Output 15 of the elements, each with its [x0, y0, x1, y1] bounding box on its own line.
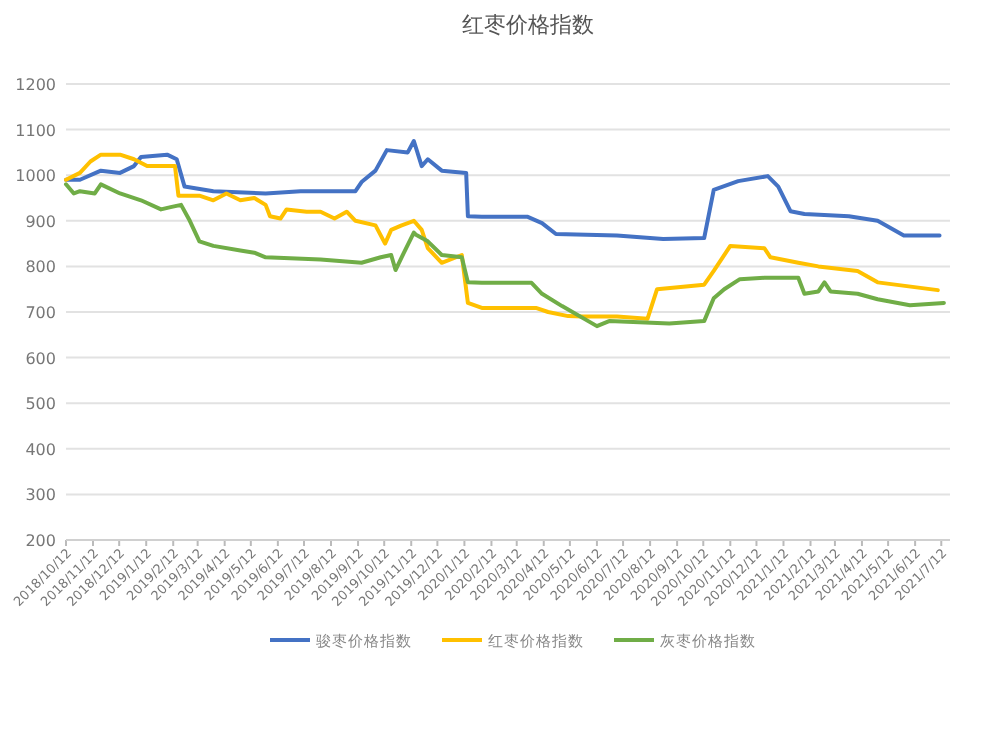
y-tick-label: 500 — [25, 395, 56, 414]
y-tick-label: 1200 — [15, 76, 56, 94]
y-tick-label: 400 — [25, 440, 56, 459]
y-tick-label: 200 — [25, 532, 56, 550]
line-series — [64, 139, 942, 242]
y-tick-label: 1100 — [15, 121, 56, 140]
line-series — [64, 152, 940, 321]
y-tick-label: 700 — [25, 304, 56, 322]
y-tick-label: 300 — [25, 486, 56, 505]
line-series — [64, 182, 946, 329]
y-tick-label: 600 — [25, 349, 56, 368]
y-tick-label: 800 — [25, 258, 56, 277]
chart-title: 红枣价格指数 — [462, 12, 594, 38]
y-tick-label: 1000 — [15, 167, 56, 186]
y-tick-label: 900 — [25, 212, 56, 231]
